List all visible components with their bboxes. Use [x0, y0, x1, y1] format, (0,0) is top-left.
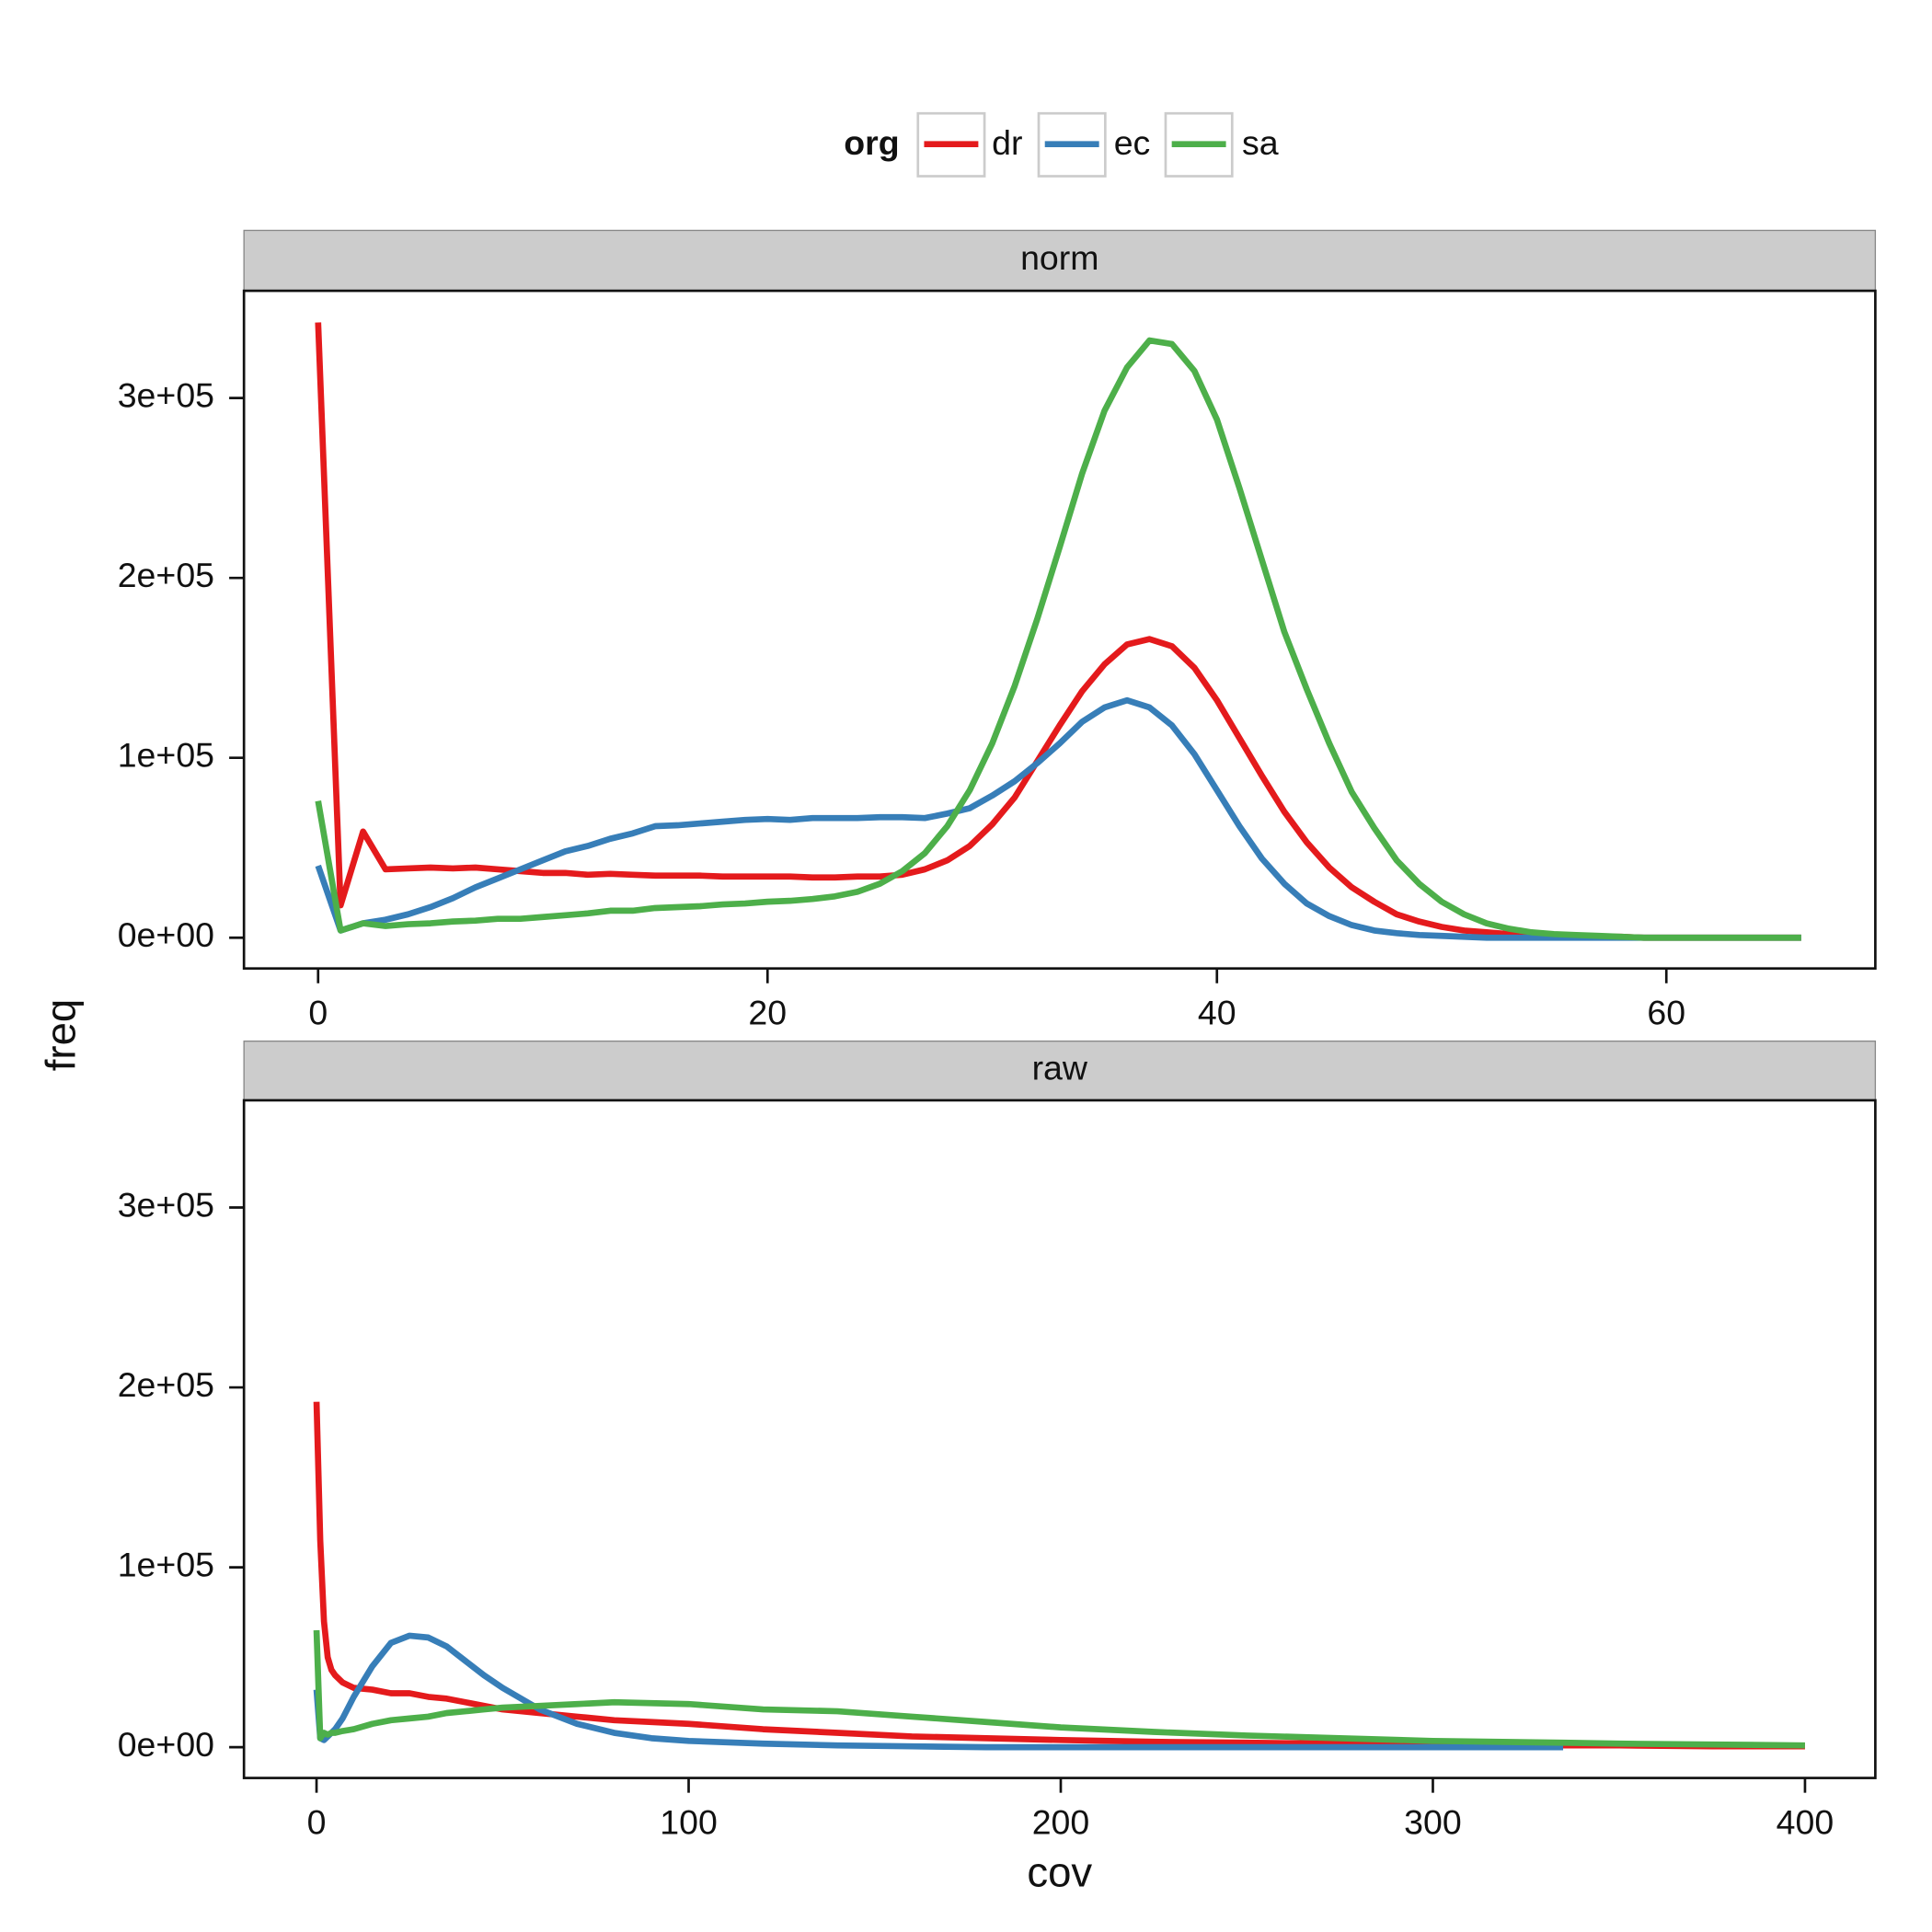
x-tick-label: 0 [307, 1802, 327, 1841]
y-tick-label: 2e+05 [118, 1365, 214, 1404]
strip [243, 1041, 1877, 1101]
plot-area [242, 1098, 1877, 1779]
legend-label: dr [992, 123, 1022, 162]
strip-label: norm [1020, 238, 1098, 277]
x-tick-label: 100 [660, 1802, 718, 1841]
y-tick-label: 1e+05 [118, 1546, 214, 1584]
strip [243, 229, 1877, 292]
x-tick-label: 200 [1032, 1802, 1090, 1841]
x-tick-label: 300 [1404, 1802, 1462, 1841]
y-tick-label: 2e+05 [118, 556, 214, 594]
y-tick-label: 3e+05 [118, 376, 214, 415]
y-tick-label: 0e+00 [118, 1725, 214, 1764]
line-series [315, 696, 1801, 941]
legend-title: org [844, 123, 899, 162]
x-tick-label: 40 [1198, 993, 1236, 1031]
plot-area [242, 289, 1877, 971]
line-series [313, 1632, 1564, 1751]
legend-label: ec [1114, 123, 1151, 162]
y-tick-label: 0e+00 [118, 915, 214, 954]
y-tick-label: 1e+05 [118, 736, 214, 775]
line-series [315, 337, 1801, 941]
x-axis-title: cov [1027, 1848, 1092, 1895]
x-tick-label: 0 [308, 993, 328, 1031]
x-tick-label: 400 [1777, 1802, 1834, 1841]
y-axis-title: freq [38, 999, 85, 1071]
legend-label: sa [1242, 123, 1279, 162]
strip-label: raw [1032, 1049, 1088, 1087]
line-series [313, 1629, 1805, 1749]
x-tick-label: 20 [748, 993, 787, 1031]
x-tick-label: 60 [1647, 993, 1685, 1031]
y-tick-label: 3e+05 [118, 1185, 214, 1224]
